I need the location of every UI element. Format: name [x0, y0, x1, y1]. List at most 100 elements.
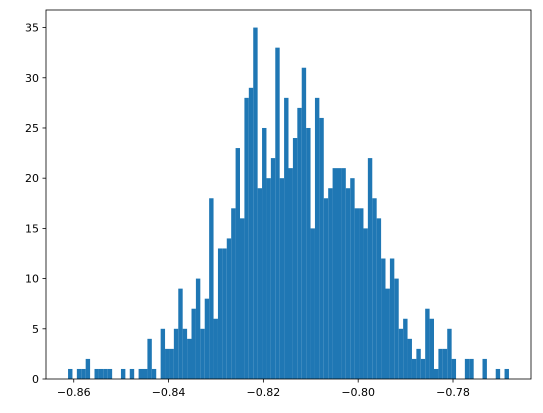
- bar: [319, 117, 324, 379]
- x-tick-label: −0.86: [57, 386, 91, 399]
- y-tick-label: 0: [32, 373, 39, 386]
- bar: [138, 368, 143, 379]
- bar: [266, 178, 271, 379]
- bar: [147, 338, 152, 379]
- bar: [389, 258, 395, 379]
- bar: [451, 358, 457, 379]
- bar: [297, 107, 302, 380]
- bar: [240, 218, 245, 379]
- bar: [129, 368, 135, 379]
- bar: [173, 328, 179, 379]
- bar: [94, 368, 99, 379]
- bar: [200, 328, 205, 379]
- bar: [425, 308, 430, 379]
- bar: [226, 238, 232, 379]
- bar: [275, 47, 280, 379]
- bar: [359, 208, 364, 379]
- bar: [169, 348, 174, 379]
- bar: [288, 168, 293, 379]
- bar: [107, 368, 113, 379]
- bar: [381, 258, 386, 379]
- y-tick-label: 15: [25, 222, 39, 235]
- bar: [257, 188, 263, 379]
- bar: [350, 178, 355, 379]
- bar: [103, 368, 108, 379]
- bar: [372, 198, 377, 379]
- bar: [438, 348, 443, 379]
- bar: [385, 288, 390, 379]
- y-tick-label: 35: [25, 22, 39, 35]
- bar: [306, 127, 311, 380]
- bar: [363, 228, 368, 379]
- bar: [160, 328, 166, 379]
- bar: [191, 308, 196, 379]
- bar: [253, 27, 258, 379]
- bar: [248, 87, 254, 379]
- bar: [398, 328, 404, 379]
- bar: [354, 208, 360, 379]
- bar: [464, 358, 470, 379]
- bar: [429, 318, 434, 379]
- bar: [244, 97, 249, 379]
- bar: [279, 178, 285, 379]
- bar: [284, 97, 289, 379]
- bar: [143, 368, 148, 379]
- bar: [76, 368, 82, 379]
- bar: [222, 248, 227, 379]
- x-tick-label: −0.80: [341, 386, 375, 399]
- bar: [447, 328, 452, 379]
- y-tick-label: 20: [25, 172, 39, 185]
- y-tick-label: 10: [25, 273, 39, 286]
- bar: [411, 358, 417, 379]
- bar: [292, 138, 298, 379]
- bar: [209, 198, 214, 379]
- bar: [416, 348, 421, 379]
- bar: [495, 368, 501, 379]
- bar: [204, 298, 210, 379]
- bar: [262, 127, 267, 380]
- bar: [98, 368, 104, 379]
- bar: [376, 218, 382, 379]
- y-tick-label: 30: [25, 72, 39, 85]
- bar: [120, 368, 126, 379]
- bar: [407, 338, 412, 379]
- y-tick-label: 5: [32, 323, 39, 336]
- bar: [151, 368, 157, 379]
- bar: [310, 228, 315, 379]
- bar: [270, 158, 276, 379]
- bar: [420, 358, 426, 379]
- bar: [178, 288, 183, 379]
- bar: [187, 338, 192, 379]
- bar: [367, 158, 373, 379]
- x-tick-label: −0.82: [247, 386, 281, 399]
- bar: [345, 188, 351, 379]
- bar: [85, 358, 91, 379]
- bar: [403, 318, 408, 379]
- bar: [341, 168, 346, 379]
- bar: [231, 208, 236, 379]
- bar: [301, 67, 307, 380]
- bar: [332, 168, 337, 379]
- bar: [504, 368, 509, 379]
- axes-frame: [45, 9, 532, 380]
- bar: [482, 358, 487, 379]
- bar: [469, 358, 474, 379]
- bar: [81, 368, 86, 379]
- bar: [165, 348, 170, 379]
- bar: [68, 368, 73, 379]
- bar: [442, 348, 448, 379]
- bar: [337, 168, 342, 379]
- x-tick-label: −0.78: [436, 386, 470, 399]
- bar: [314, 97, 320, 379]
- bar: [213, 318, 218, 379]
- bar: [182, 328, 188, 379]
- bar: [195, 278, 201, 379]
- bar: [217, 248, 223, 379]
- x-tick-label: −0.84: [152, 386, 186, 399]
- bar: [394, 278, 399, 379]
- bar: [323, 198, 329, 379]
- bar: [235, 148, 240, 379]
- bar: [434, 368, 439, 379]
- y-tick-label: 25: [25, 122, 39, 135]
